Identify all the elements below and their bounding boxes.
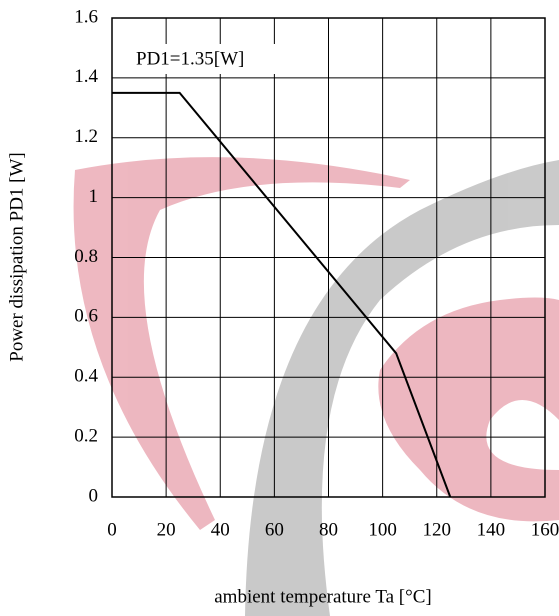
y-tick-label: 0 xyxy=(89,485,99,506)
x-axis-label: ambient temperature Ta [°C] xyxy=(214,586,431,607)
y-tick-label: 0.2 xyxy=(74,425,98,446)
annotation-box xyxy=(124,44,282,74)
annotation: PD1=1.35[W] xyxy=(136,48,244,69)
watermark-gray xyxy=(245,160,559,616)
x-tick-label: 160 xyxy=(531,519,559,540)
y-tick-label: 0.8 xyxy=(74,246,98,267)
y-axis-label: Power dissipation PD1 [W] xyxy=(6,152,27,362)
y-tick-label: 0.6 xyxy=(74,306,98,327)
y-tick-label: 0.4 xyxy=(74,366,98,387)
x-tick-label: 80 xyxy=(319,519,338,540)
watermark-red xyxy=(73,157,410,530)
x-tick-label: 40 xyxy=(211,519,230,540)
x-tick-label: 60 xyxy=(265,519,284,540)
x-tick-label: 140 xyxy=(477,519,506,540)
y-tick-label: 1 xyxy=(89,186,99,207)
x-tick-label: 20 xyxy=(157,519,176,540)
x-tick-label: 120 xyxy=(423,519,452,540)
watermark xyxy=(73,157,559,616)
x-tick-label: 100 xyxy=(368,519,397,540)
data-line xyxy=(112,91,452,498)
y-tick-label: 1.6 xyxy=(74,6,98,27)
y-tick-label: 1.4 xyxy=(74,66,98,87)
y-tick-label: 1.2 xyxy=(74,126,98,147)
x-tick-label: 0 xyxy=(107,519,117,540)
watermark-red-2 xyxy=(378,297,559,522)
